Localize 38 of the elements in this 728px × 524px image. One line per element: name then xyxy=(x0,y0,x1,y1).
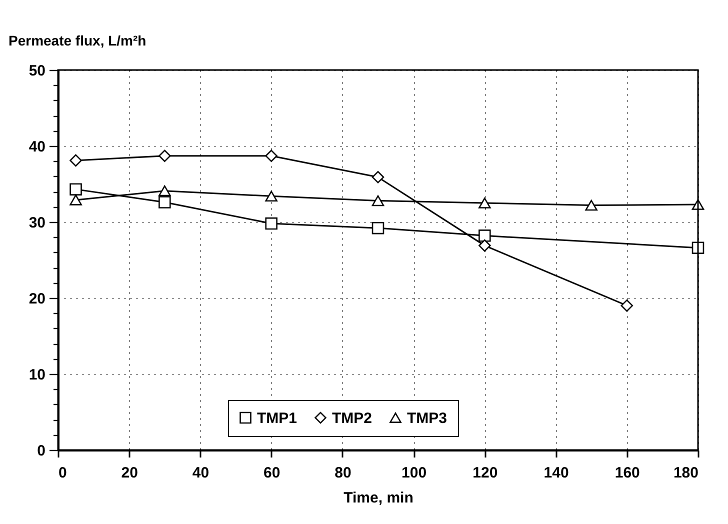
point xyxy=(70,154,82,167)
legend-label: TMP2 xyxy=(332,410,372,427)
point xyxy=(372,222,384,234)
point xyxy=(158,185,171,196)
point xyxy=(372,171,384,184)
point xyxy=(70,194,82,206)
point xyxy=(372,195,384,206)
y-tick-label: 30 xyxy=(28,214,46,232)
y-tick-label: 10 xyxy=(28,366,46,384)
x-tick-label: 60 xyxy=(263,464,280,482)
point xyxy=(158,196,171,208)
x-tick-label: 120 xyxy=(472,464,498,482)
x-tick-label: 140 xyxy=(544,464,569,482)
y-tick-label: 0 xyxy=(37,442,46,460)
point xyxy=(265,217,278,230)
x-axis-title: Time, min xyxy=(344,490,414,506)
x-tick-label: 100 xyxy=(402,464,427,482)
x-tick-label: 160 xyxy=(614,464,640,482)
point xyxy=(158,150,171,162)
x-tick-label: 180 xyxy=(673,464,698,482)
y-tick-label: 20 xyxy=(28,290,46,308)
point xyxy=(585,200,598,211)
x-tick-label: 0 xyxy=(58,464,67,482)
y-tick-label: 40 xyxy=(28,138,46,156)
x-tick-label: 20 xyxy=(121,464,138,482)
point xyxy=(478,198,491,208)
point xyxy=(478,239,491,252)
legend-label: TMP1 xyxy=(257,410,298,427)
point xyxy=(620,299,634,312)
y-axis-title: Permeate flux, L/m²h xyxy=(8,32,146,48)
point xyxy=(478,230,491,242)
point xyxy=(265,150,278,162)
point xyxy=(70,183,82,196)
point xyxy=(265,190,278,202)
x-tick-label: 80 xyxy=(334,464,352,482)
x-tick-label: 40 xyxy=(192,464,210,482)
y-tick-label: 50 xyxy=(28,62,46,80)
legend-label: TMP3 xyxy=(407,410,448,427)
